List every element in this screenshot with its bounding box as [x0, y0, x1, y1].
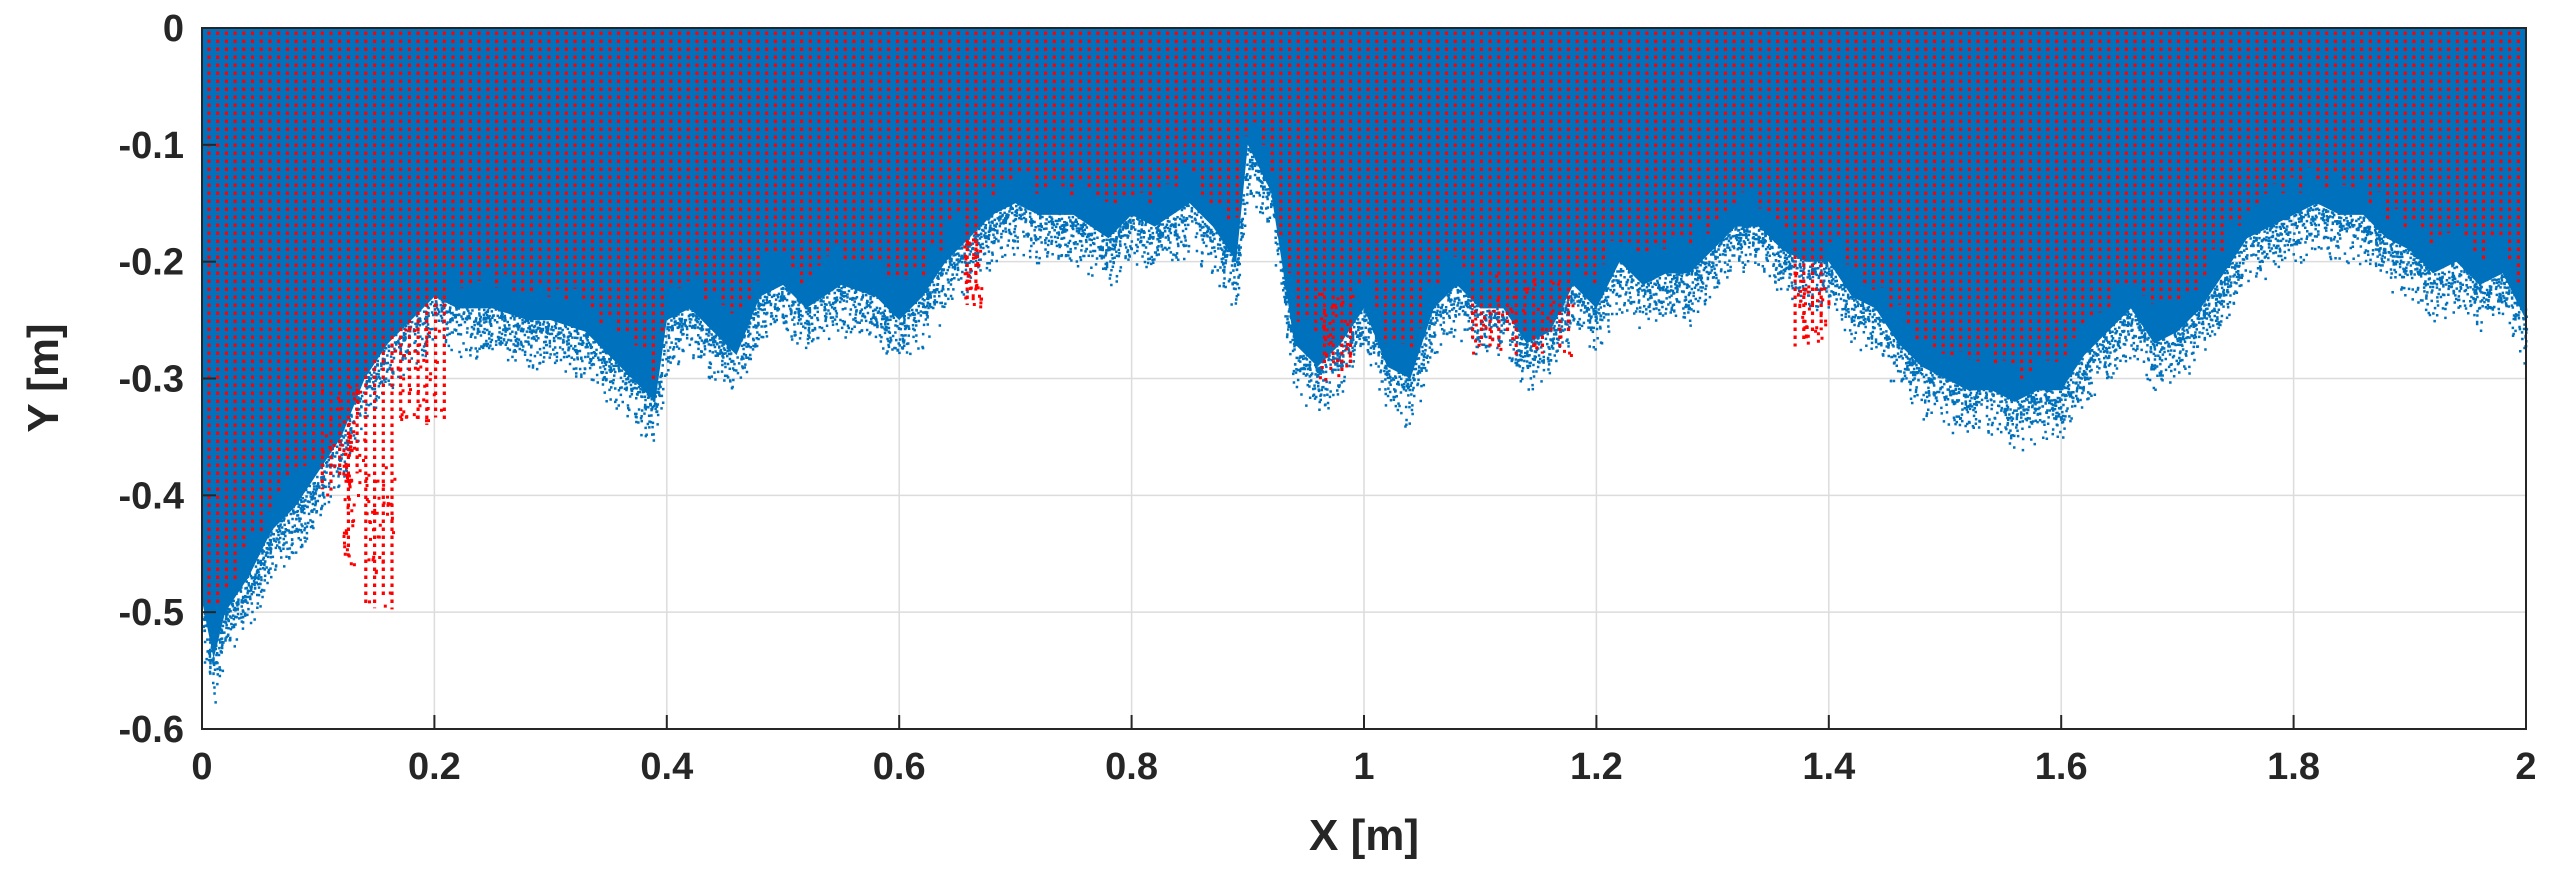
red-point-columns: [207, 31, 2520, 610]
y-tick-label: -0.5: [119, 592, 184, 634]
x-tick-label: 0.4: [640, 746, 693, 788]
red-columns: [207, 31, 2520, 610]
y-axis-label: Y [m]: [19, 323, 68, 432]
x-tick-label: 2: [2515, 746, 2536, 788]
y-tick-label: -0.2: [119, 242, 184, 284]
y-tick-label: -0.6: [119, 709, 184, 751]
x-tick-label: 1: [1353, 746, 1374, 788]
x-axis-label: X [m]: [1309, 811, 1419, 860]
x-tick-label: 1.2: [1570, 746, 1623, 788]
x-tick-label: 1.6: [2035, 746, 2088, 788]
x-tick-label: 1.4: [1802, 746, 1855, 788]
y-tick-label: -0.3: [119, 359, 184, 401]
x-tick-label: 1.8: [2267, 746, 2320, 788]
y-tick-label: -0.1: [119, 125, 184, 167]
x-tick-label: 0.6: [873, 746, 926, 788]
x-tick-label: 0: [191, 746, 212, 788]
x-tick-label: 0.2: [408, 746, 461, 788]
x-tick-label: 0.8: [1105, 746, 1158, 788]
axis-ticks: 0 0.2 0.4 0.6 0.8 1 1.2 1.4 1.6 1.8 2 0 -0.1 -0.2 -0.3…: [119, 8, 2537, 788]
y-tick-label: 0: [163, 8, 184, 50]
y-tick-label: -0.4: [119, 475, 184, 517]
